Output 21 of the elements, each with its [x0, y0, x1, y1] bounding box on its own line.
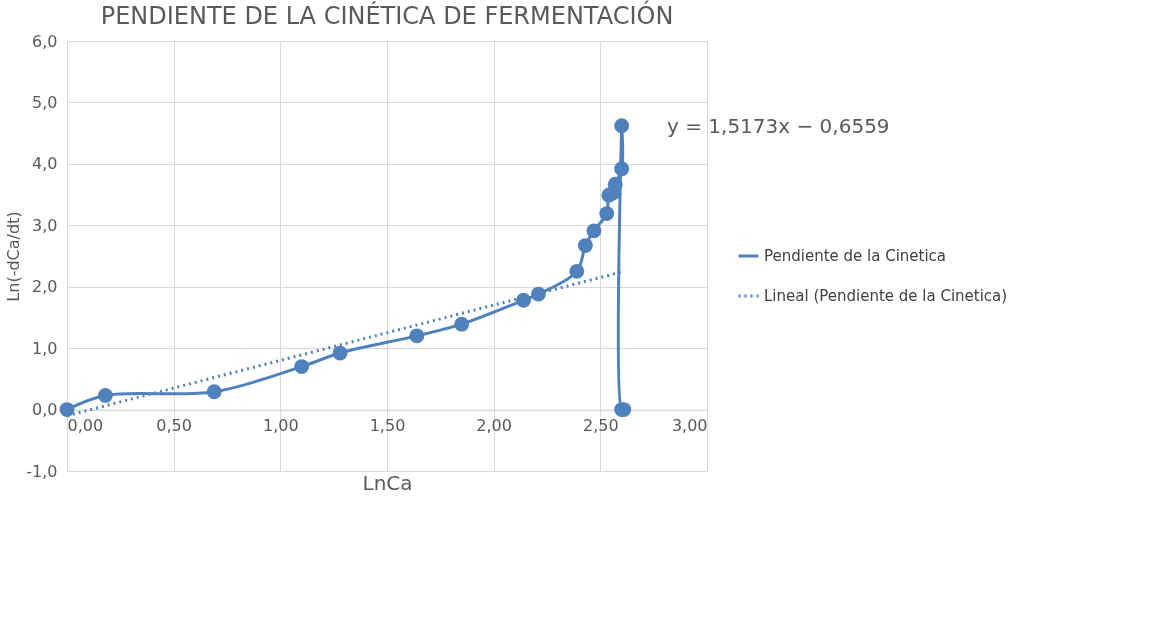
y-axis-title: Ln(-dCa/dt) [4, 211, 24, 302]
annotation: y = 1,5173x − 0,6559 [667, 114, 890, 138]
chart-title: PENDIENTE DE LA CINÉTICA DE FERMENTACIÓN [100, 0, 674, 30]
y-tick-label: 3,0 [32, 215, 58, 235]
legend-label: Pendiente de la Cinetica [764, 247, 947, 265]
y-tick-label: 6,0 [32, 31, 58, 51]
y-tick-label: 5,0 [32, 92, 58, 112]
y-tick-label: -1,0 [26, 461, 58, 481]
x-tick-label: 1,50 [369, 416, 406, 436]
x-tick-label: 1,00 [263, 416, 299, 436]
x-tick-label: 3,00 [671, 416, 708, 436]
y-tick-label: 2,0 [32, 277, 58, 297]
y-tick-label: 1,0 [32, 338, 58, 358]
x-tick-label: 2,00 [476, 416, 512, 436]
x-tick-label: 2,50 [583, 416, 619, 436]
y-tick-label: 4,0 [32, 154, 58, 174]
legend-label: Lineal (Pendiente de la Cinetica) [764, 287, 1008, 305]
x-tick-label: 0,50 [156, 416, 192, 436]
y-tick-label: 0,0 [32, 400, 58, 420]
x-axis-title: LnCa [362, 471, 413, 496]
x-tick-label: 0,00 [67, 416, 104, 436]
